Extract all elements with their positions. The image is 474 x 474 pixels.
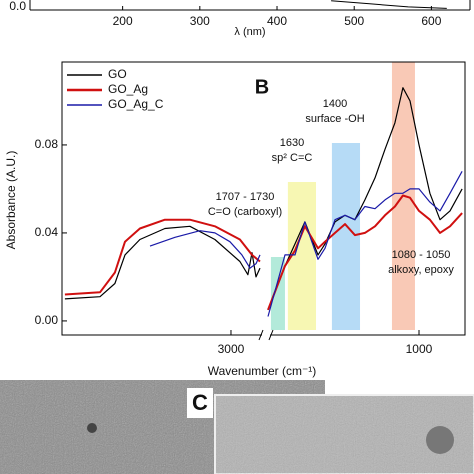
legend-label: GO [108,67,127,81]
y-tick-label: 0.08 [35,137,59,151]
line [64,194,463,311]
x-tick-label: 200 [113,14,133,28]
panel-label: C [192,390,208,415]
particle [87,423,97,433]
annotation: 1707 - 1730 [216,191,275,203]
annotation: surface -OH [305,113,364,125]
annotation: alkoxy, epoxy [388,264,454,276]
x-tick-label: 1000 [406,342,433,356]
annotation: 1400 [323,98,347,110]
line [331,0,447,9]
annotation: sp² C=C [272,152,313,164]
annotation: 1080 - 1050 [392,249,451,261]
annotation: C=O (carboxyl) [208,206,282,218]
highlight-band [270,257,285,330]
panel-c: C [0,380,474,474]
x-axis-label: Wavenumber (cm⁻¹) [208,364,317,378]
x-tick-label: 600 [421,14,441,28]
x-axis-label: λ (nm) [234,26,265,38]
panel-label-box [187,388,213,418]
line [149,171,463,317]
x-tick-label: 300 [190,14,210,28]
x-tick-label: 3000 [218,342,245,356]
y-tick-label: 0.0 [9,0,26,13]
x-tick-label: 500 [344,14,364,28]
legend-label: GO_Ag [108,82,148,96]
y-tick-label: 0.00 [35,313,59,327]
x-tick-label: 400 [267,14,287,28]
particle [426,426,454,454]
legend-label: GO_Ag_C [108,97,164,111]
highlight-band [331,143,361,330]
axis-break [258,329,274,341]
y-tick-label: 0.04 [35,225,59,239]
y-axis-label: Absorbance (A.U.) [4,151,18,250]
axis-frame [61,61,466,336]
panel-label: B [255,76,269,98]
annotation: 1630 [280,137,304,149]
